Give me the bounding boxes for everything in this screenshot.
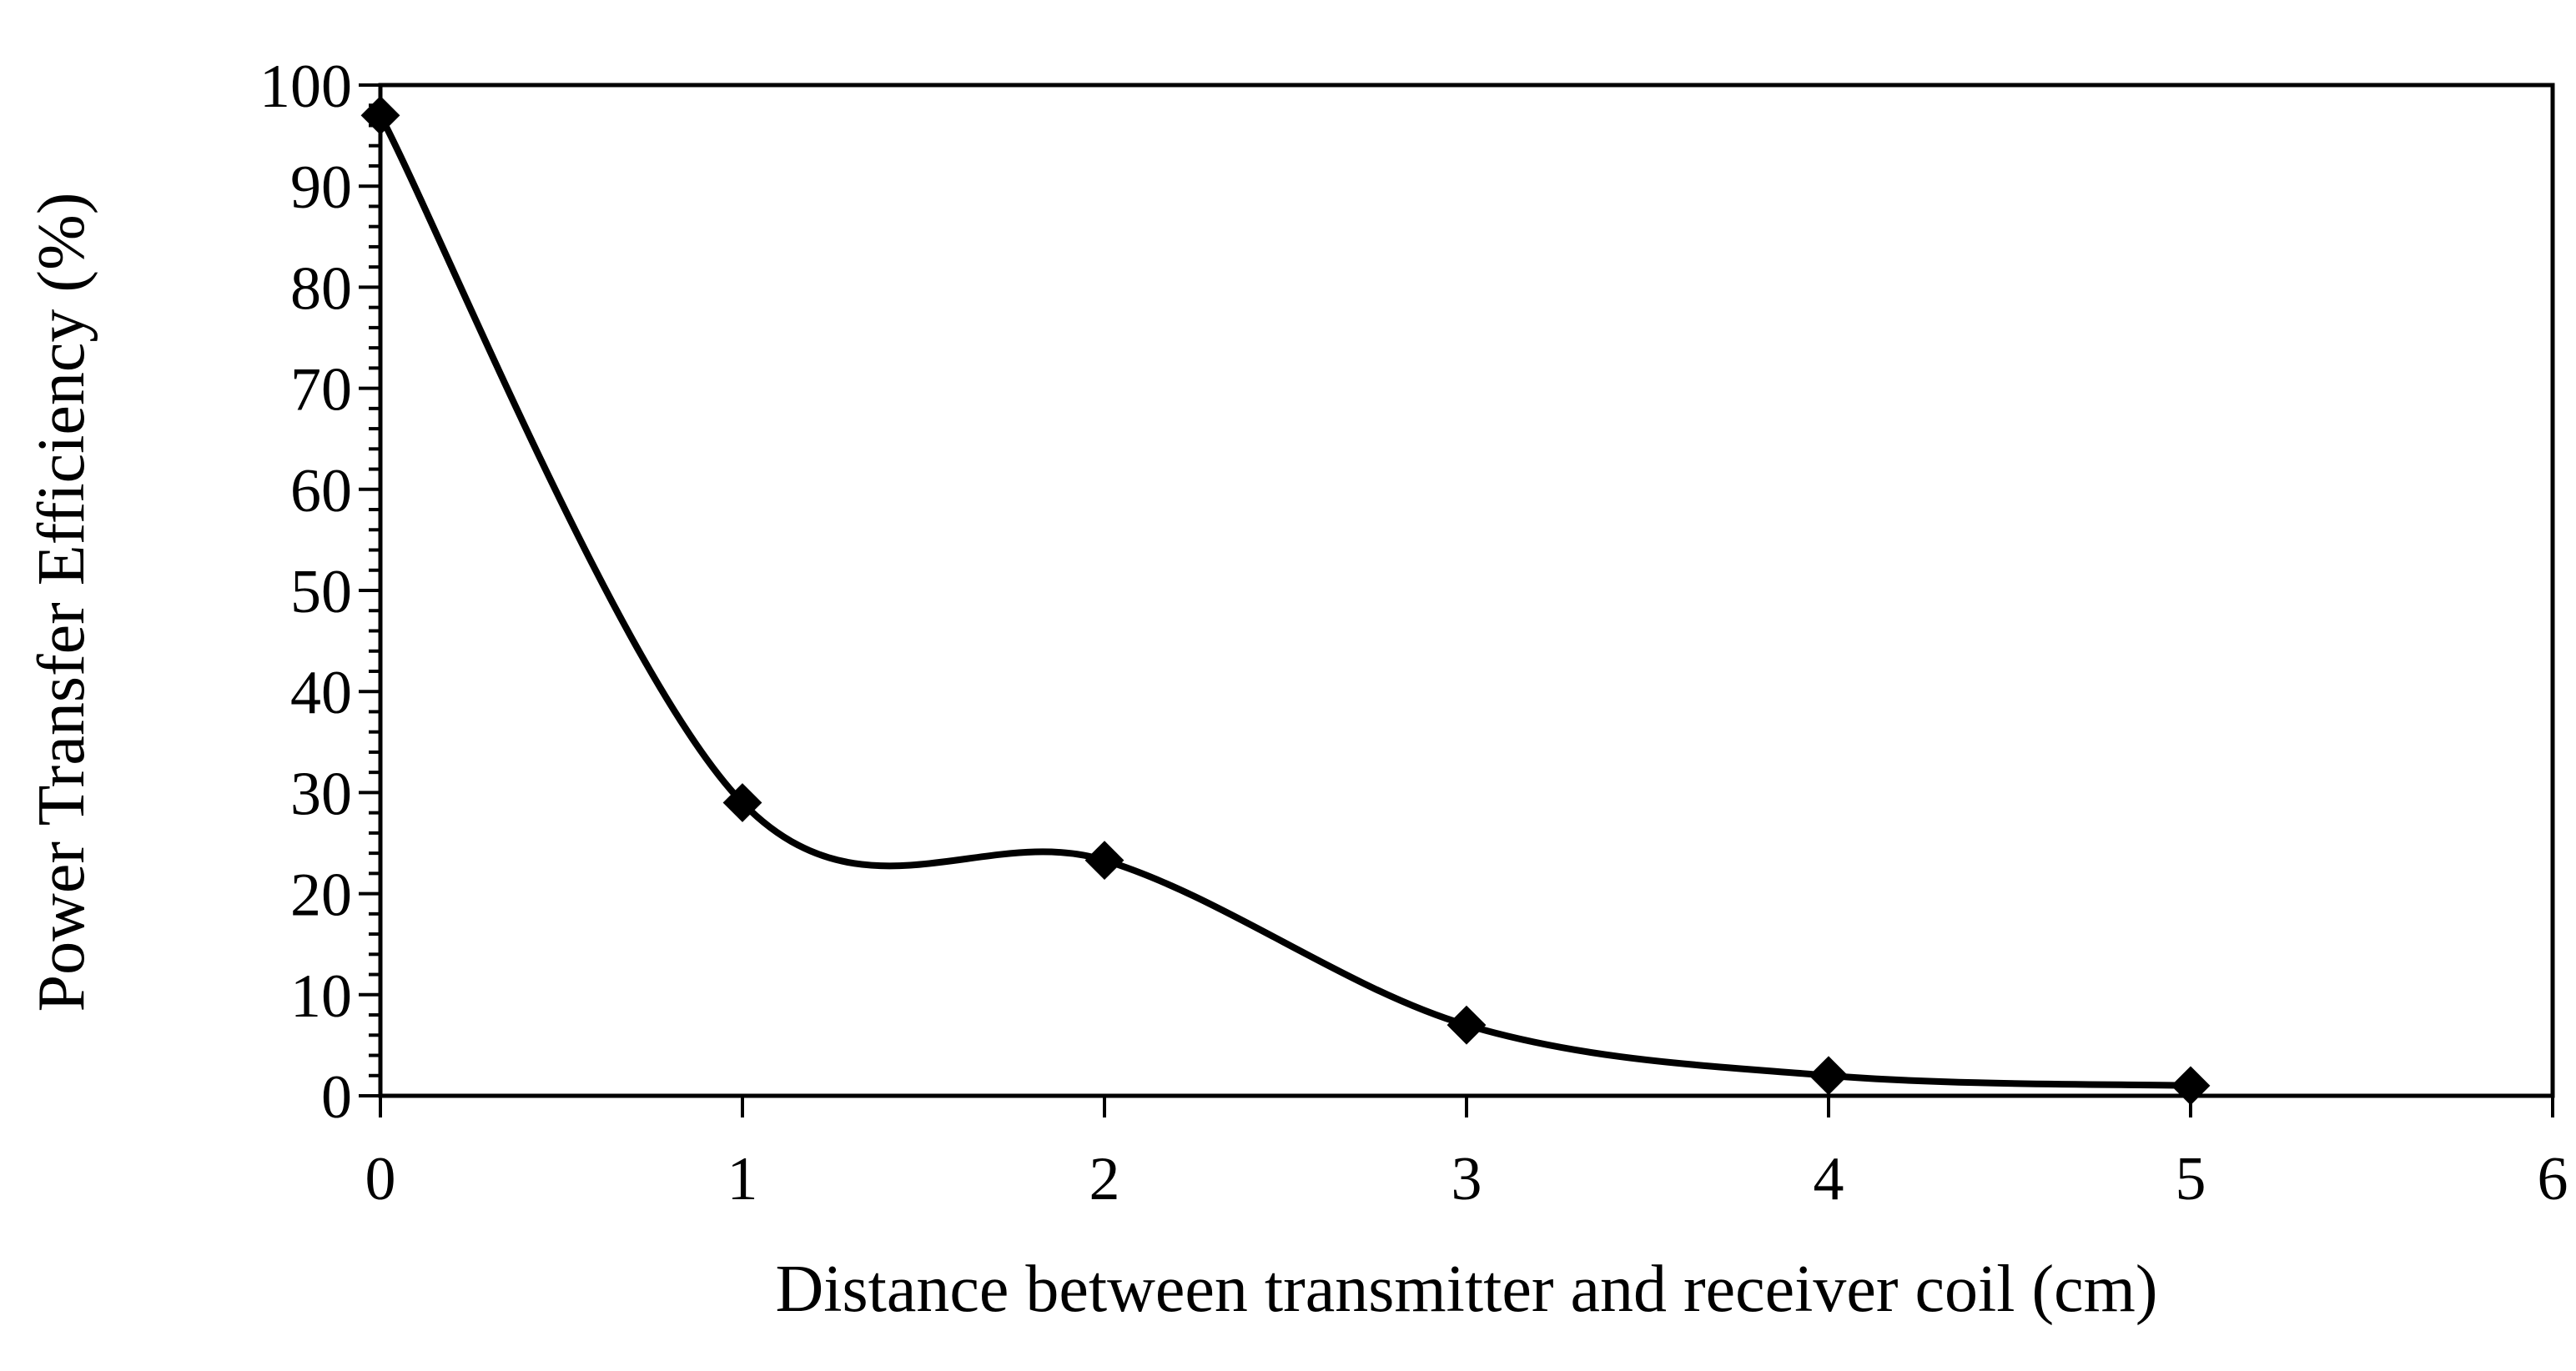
data-point-marker (722, 783, 762, 822)
y-tick-label: 80 (290, 254, 352, 323)
x-tick-label: 6 (2538, 1145, 2568, 1213)
data-point-marker (1084, 841, 1124, 881)
y-tick-label: 0 (321, 1063, 352, 1132)
x-tick-label: 0 (365, 1145, 396, 1213)
y-tick-label: 90 (290, 153, 352, 222)
x-tick-label: 3 (1452, 1145, 1482, 1213)
x-tick-label: 1 (727, 1145, 758, 1213)
y-tick-label: 70 (290, 356, 352, 424)
y-major-ticks (359, 83, 380, 1097)
y-tick-label: 40 (290, 659, 352, 727)
plot-area-frame (378, 83, 2555, 1098)
x-axis-title: Distance between transmitter and receive… (776, 1253, 2158, 1326)
y-axis-title: Power Transfer Efficiency (%) (25, 193, 98, 1012)
x-ticks (379, 1096, 2554, 1117)
y-tick-label: 30 (290, 760, 352, 828)
y-tick-label: 50 (290, 558, 352, 626)
x-tick-label: 5 (2176, 1145, 2206, 1213)
y-tick-label: 20 (290, 861, 352, 930)
data-point-marker (1446, 1005, 1487, 1045)
series-group (360, 95, 2211, 1106)
y-tick-label: 100 (259, 53, 352, 121)
y-tick-label: 60 (290, 457, 352, 525)
x-tick-label: 4 (1814, 1145, 1844, 1213)
x-tick-labels: 0 1 2 3 4 5 6 (365, 1145, 2568, 1213)
y-tick-label: 10 (290, 962, 352, 1031)
x-tick-label: 2 (1089, 1145, 1120, 1213)
y-tick-labels: 0 10 20 30 40 50 60 70 80 90 100 (259, 53, 352, 1132)
